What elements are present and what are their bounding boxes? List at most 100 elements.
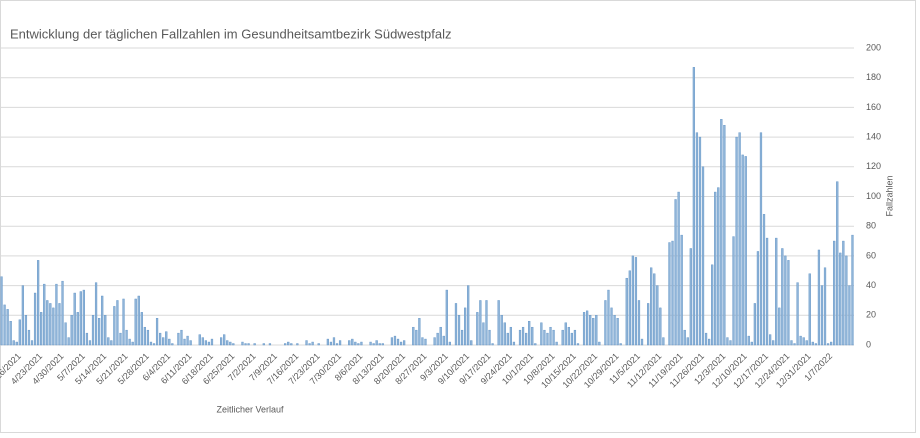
chart-title: Entwicklung der täglichen Fallzahlen im … [10, 26, 452, 41]
bar [812, 342, 814, 345]
bar [760, 133, 762, 345]
bar [565, 323, 567, 345]
bar [248, 344, 250, 345]
bar [836, 182, 838, 345]
bar [153, 344, 155, 345]
bar [650, 268, 652, 345]
bar [842, 241, 844, 345]
bar [394, 336, 396, 345]
bar [562, 330, 564, 345]
bar [223, 335, 225, 345]
bar [553, 330, 555, 345]
bar [675, 199, 677, 345]
bar [309, 344, 311, 345]
bar [242, 342, 244, 345]
bar [852, 235, 854, 345]
bar [159, 333, 161, 345]
bar [449, 342, 451, 345]
bar [181, 330, 183, 345]
bar [412, 327, 414, 345]
bar [184, 339, 186, 345]
bar [620, 344, 622, 345]
bar [513, 342, 515, 345]
bar [489, 330, 491, 345]
bar [824, 268, 826, 345]
bar [690, 248, 692, 345]
bar [669, 243, 671, 345]
bar [287, 342, 289, 345]
bar [476, 312, 478, 345]
bar [662, 338, 664, 345]
bar [507, 333, 509, 345]
bar [534, 344, 536, 345]
bar [202, 338, 204, 345]
bar [92, 315, 94, 345]
bar [815, 344, 817, 345]
bar [547, 333, 549, 345]
bar [34, 293, 36, 345]
bar [190, 341, 192, 345]
y-tick-label: 120 [866, 161, 881, 171]
bar [641, 339, 643, 345]
bar [714, 192, 716, 345]
bar [205, 341, 207, 345]
bar [144, 327, 146, 345]
bar [693, 67, 695, 345]
bar [171, 344, 173, 345]
bar [43, 284, 45, 345]
bar [330, 342, 332, 345]
bar [284, 344, 286, 345]
y-tick-label: 60 [866, 250, 876, 260]
bar [720, 119, 722, 345]
bar [98, 318, 100, 345]
bar [10, 321, 12, 345]
bar [113, 306, 115, 345]
bar [40, 312, 42, 345]
bar [150, 342, 152, 345]
bar [318, 344, 320, 345]
bar [379, 344, 381, 345]
bar [699, 137, 701, 345]
bar [138, 296, 140, 345]
bar [74, 293, 76, 345]
bar [31, 341, 33, 345]
bar [434, 338, 436, 345]
bar [89, 341, 91, 345]
bar [397, 339, 399, 345]
bar [354, 342, 356, 345]
bar [605, 300, 607, 345]
bar [483, 323, 485, 345]
bar [208, 342, 210, 345]
bar [178, 333, 180, 345]
bar [245, 344, 247, 345]
bar [568, 327, 570, 345]
bar [611, 308, 613, 345]
bar [132, 342, 134, 345]
bar [754, 303, 756, 345]
bar [415, 330, 417, 345]
bar [528, 321, 530, 345]
bar [629, 271, 631, 345]
bar [638, 300, 640, 345]
bar [71, 315, 73, 345]
bar [696, 133, 698, 345]
bar [571, 333, 573, 345]
bar [531, 327, 533, 345]
bar [486, 300, 488, 345]
bar [437, 333, 439, 345]
bar [717, 188, 719, 345]
bar [739, 133, 741, 345]
bar [123, 299, 125, 345]
y-tick-label: 140 [866, 131, 881, 141]
bar [653, 274, 655, 345]
bar [254, 344, 256, 345]
bar [403, 341, 405, 345]
bar [766, 238, 768, 345]
y-tick-label: 80 [866, 221, 876, 231]
y-tick-label: 20 [866, 310, 876, 320]
y-axis-title: Fallzahlen [884, 175, 894, 216]
bar [763, 214, 765, 345]
bar [821, 286, 823, 345]
bar [849, 286, 851, 345]
bar [391, 338, 393, 345]
